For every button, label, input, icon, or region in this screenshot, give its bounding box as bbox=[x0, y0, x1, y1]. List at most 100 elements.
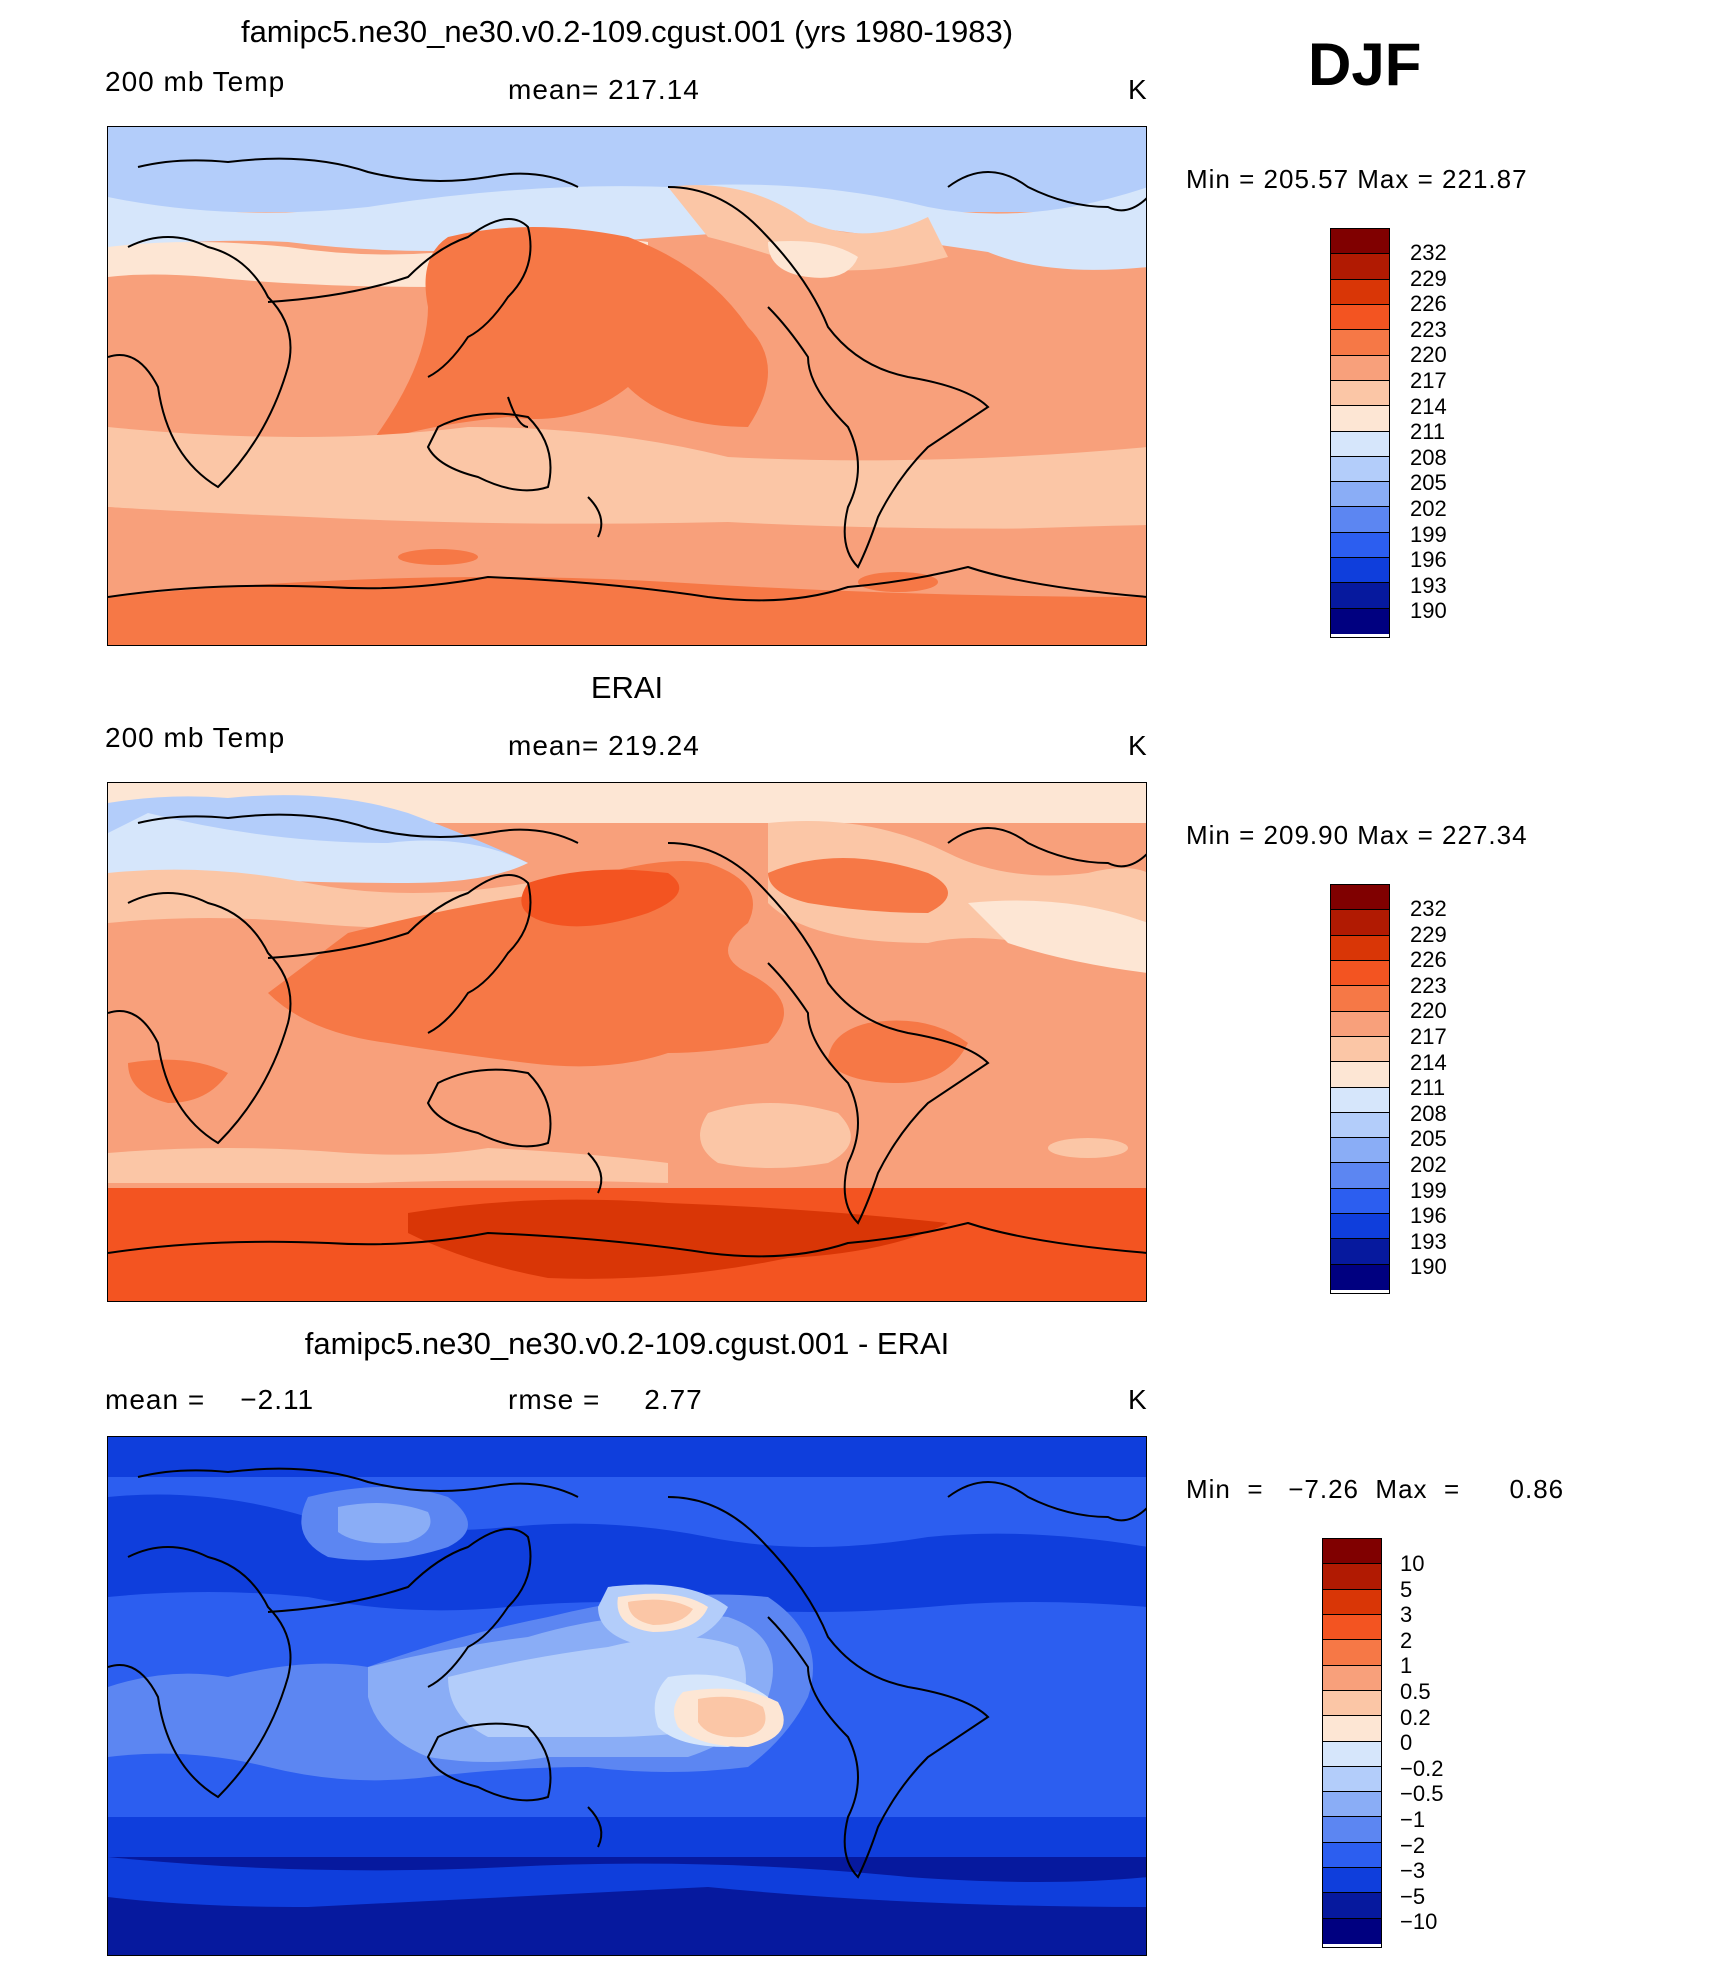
colorbar-swatch bbox=[1323, 1589, 1381, 1615]
colorbar-label: −0.2 bbox=[1400, 1755, 1444, 1781]
colorbar-label: 217 bbox=[1410, 1023, 1447, 1049]
colorbar-label: 0.5 bbox=[1400, 1678, 1431, 1704]
colorbar-swatch bbox=[1331, 1264, 1389, 1290]
colorbar-label: 190 bbox=[1410, 598, 1447, 624]
colorbar-swatch bbox=[1323, 1614, 1381, 1641]
units-label: K bbox=[1128, 1384, 1148, 1415]
map-model-plot bbox=[108, 127, 1146, 645]
colorbar-swatch bbox=[1323, 1766, 1381, 1793]
colorbar-label: −0.5 bbox=[1400, 1781, 1444, 1807]
colorbar-swatch bbox=[1331, 1239, 1389, 1265]
colorbar-label: 208 bbox=[1410, 444, 1447, 470]
colorbar-swatch bbox=[1331, 1062, 1389, 1088]
colorbar-label: 211 bbox=[1410, 419, 1446, 445]
colorbar-label: 2 bbox=[1400, 1627, 1413, 1653]
colorbar-swatch bbox=[1331, 406, 1389, 432]
mean-label: mean = −2.11 bbox=[105, 1384, 315, 1415]
colorbar-swatch bbox=[1331, 885, 1389, 911]
panel-title-model: famipc5.ne30_ne30.v0.2-109.cgust.001 (yr… bbox=[240, 14, 1014, 49]
minmax-model: Min = 205.57 Max = 221.87 bbox=[1186, 164, 1528, 194]
minmax-obs: Min = 209.90 Max = 227.34 bbox=[1186, 820, 1528, 850]
units-label: K bbox=[1128, 74, 1148, 105]
colorbar-label: 1 bbox=[1400, 1653, 1413, 1679]
colorbar-swatch bbox=[1331, 431, 1389, 457]
colorbar-swatch bbox=[1323, 1842, 1381, 1869]
colorbar-swatch bbox=[1323, 1792, 1381, 1818]
colorbar-labels-obs: 232 229 226 223 220 217 214 211 208 205 … bbox=[1410, 896, 1447, 1280]
colorbar-swatch bbox=[1323, 1690, 1381, 1717]
colorbar-swatch bbox=[1323, 1868, 1381, 1894]
colorbar-label: 214 bbox=[1410, 393, 1447, 419]
colorbar-swatch bbox=[1331, 279, 1389, 305]
colorbar-swatch bbox=[1331, 254, 1389, 280]
colorbar-label: 229 bbox=[1410, 921, 1447, 947]
colorbar-label: 232 bbox=[1410, 240, 1447, 265]
colorbar-swatch bbox=[1331, 355, 1389, 381]
colorbar-label: 211 bbox=[1410, 1075, 1446, 1101]
colorbar-swatch bbox=[1331, 456, 1389, 483]
rmse-label: rmse = 2.77 bbox=[508, 1384, 703, 1415]
colorbar-swatch bbox=[1331, 910, 1389, 936]
colorbar-label: 220 bbox=[1410, 342, 1447, 368]
colorbar-swatch bbox=[1331, 1163, 1389, 1189]
colorbar-cells bbox=[1331, 885, 1389, 1290]
units-label: K bbox=[1128, 730, 1148, 761]
colorbar-swatch bbox=[1323, 1564, 1381, 1590]
colorbar-label: 190 bbox=[1410, 1254, 1447, 1280]
variable-label: 200 mb Temp bbox=[105, 66, 286, 97]
colorbar-label: 193 bbox=[1410, 572, 1447, 598]
colorbar-label: 205 bbox=[1410, 470, 1447, 496]
colorbar-label: 3 bbox=[1400, 1602, 1413, 1628]
colorbar-label: 0.2 bbox=[1400, 1704, 1431, 1730]
colorbar-label: 208 bbox=[1410, 1100, 1447, 1126]
colorbar-swatch bbox=[1323, 1918, 1381, 1944]
colorbar-label: −10 bbox=[1400, 1909, 1438, 1935]
colorbar-swatch bbox=[1323, 1716, 1381, 1742]
colorbar-swatch bbox=[1331, 229, 1389, 255]
map-obs-plot bbox=[108, 783, 1146, 1301]
colorbar-diff bbox=[1322, 1538, 1382, 1948]
colorbar-swatch bbox=[1331, 1112, 1389, 1139]
colorbar-swatch bbox=[1323, 1640, 1381, 1666]
colorbar-swatch bbox=[1331, 304, 1389, 331]
colorbar-swatch bbox=[1331, 1188, 1389, 1215]
colorbar-swatch bbox=[1323, 1665, 1381, 1691]
colorbar-swatch bbox=[1331, 1011, 1389, 1037]
colorbar-swatch bbox=[1331, 507, 1389, 533]
colorbar-label: 226 bbox=[1410, 291, 1447, 317]
colorbar-label: −2 bbox=[1400, 1832, 1426, 1858]
colorbar-swatch bbox=[1331, 986, 1389, 1012]
colorbar-label: 0 bbox=[1400, 1730, 1413, 1756]
colorbar-label: 196 bbox=[1410, 547, 1447, 573]
colorbar-label: 217 bbox=[1410, 367, 1447, 393]
colorbar-swatch bbox=[1323, 1893, 1381, 1919]
colorbar-label: 229 bbox=[1410, 265, 1447, 291]
colorbar-swatch bbox=[1331, 1036, 1389, 1063]
season-label: DJF bbox=[1308, 31, 1422, 98]
colorbar-label: 196 bbox=[1410, 1203, 1447, 1229]
colorbar-swatch bbox=[1331, 558, 1389, 584]
colorbar-label: −3 bbox=[1400, 1858, 1426, 1884]
colorbar-swatch bbox=[1331, 532, 1389, 559]
colorbar-swatch bbox=[1331, 608, 1389, 634]
map-diff-plot bbox=[108, 1437, 1146, 1955]
mean-label: mean= 217.14 bbox=[508, 74, 700, 105]
colorbar-label: 202 bbox=[1410, 1151, 1447, 1177]
colorbar-label: 205 bbox=[1410, 1126, 1447, 1152]
colorbar-model bbox=[1330, 228, 1390, 638]
panel-title-diff: famipc5.ne30_ne30.v0.2-109.cgust.001 - E… bbox=[304, 1326, 950, 1361]
colorbar-label: −5 bbox=[1400, 1883, 1426, 1909]
colorbar-label: 202 bbox=[1410, 495, 1447, 521]
colorbar-label: 226 bbox=[1410, 947, 1447, 973]
colorbar-swatch bbox=[1331, 935, 1389, 961]
colorbar-swatch bbox=[1323, 1817, 1381, 1843]
colorbar-label: 223 bbox=[1410, 316, 1447, 342]
map-obs bbox=[107, 782, 1147, 1302]
colorbar-swatch bbox=[1331, 1138, 1389, 1164]
colorbar-label: −1 bbox=[1400, 1806, 1426, 1832]
colorbar-swatch bbox=[1323, 1741, 1381, 1767]
map-model bbox=[107, 126, 1147, 646]
variable-label: 200 mb Temp bbox=[105, 722, 286, 753]
colorbar-swatch bbox=[1331, 1214, 1389, 1240]
colorbar-cells bbox=[1323, 1539, 1381, 1944]
